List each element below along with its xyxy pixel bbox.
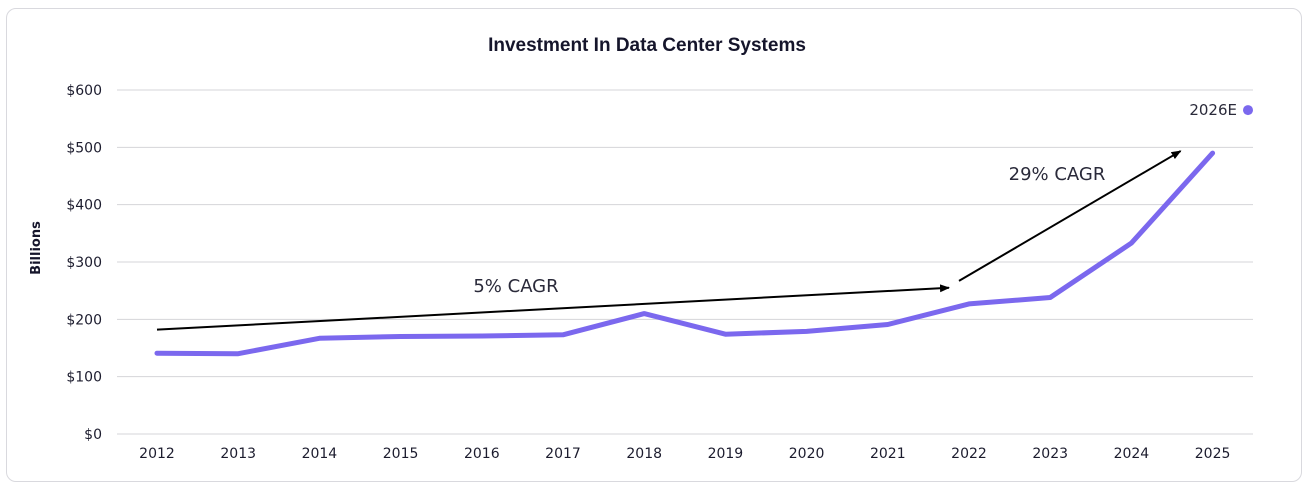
cagr-arrow [156, 284, 950, 331]
forecast-point-label: 2026E [1189, 101, 1237, 119]
chart-title: Investment In Data Center Systems [488, 35, 806, 56]
chart-card [6, 8, 1302, 482]
gridlines [117, 89, 1253, 435]
x-tick-label: 2021 [870, 446, 906, 462]
y-tick-label: $300 [66, 255, 102, 271]
y-tick-label: $200 [66, 312, 102, 328]
x-tick-label: 2012 [139, 446, 175, 462]
x-tick-label: 2013 [220, 446, 256, 462]
x-tick-label: 2014 [302, 446, 338, 462]
forecast-point [1243, 105, 1253, 116]
series-line [154, 150, 1216, 357]
x-tick-label: 2016 [464, 446, 500, 462]
x-tick-label: 2017 [545, 446, 581, 462]
x-tick-label: 2022 [951, 446, 987, 462]
y-tick-label: $600 [66, 83, 102, 99]
x-tick-label: 2020 [789, 446, 825, 462]
y-tick-label: $400 [66, 198, 102, 214]
y-tick-label: $0 [84, 427, 102, 443]
y-axis-label: Billions [29, 221, 44, 275]
x-tick-label: 2019 [708, 446, 744, 462]
x-tick-label: 2025 [1195, 446, 1231, 462]
x-axis-ticks: 2012 2013 2014 2015 2016 2017 2018 2019 2020 2021… [139, 446, 1230, 462]
y-tick-label: $500 [66, 140, 102, 156]
x-tick-label: 2015 [383, 446, 419, 462]
cagr-annotations: 5% CAGR 29% CAGR [156, 150, 1182, 331]
y-tick-label: $100 [66, 370, 102, 386]
x-tick-label: 2024 [1114, 446, 1150, 462]
cagr-label: 5% CAGR [473, 276, 558, 297]
forecast-points: 2026E [1189, 101, 1253, 119]
cagr-label: 29% CAGR [1009, 164, 1106, 185]
series-lines [154, 150, 1216, 357]
cagr-arrow [958, 150, 1182, 282]
x-tick-label: 2018 [626, 446, 662, 462]
x-tick-label: 2023 [1032, 446, 1068, 462]
y-axis-ticks: $0 $100 $200 $300 $400 $500 $600 [66, 83, 102, 443]
